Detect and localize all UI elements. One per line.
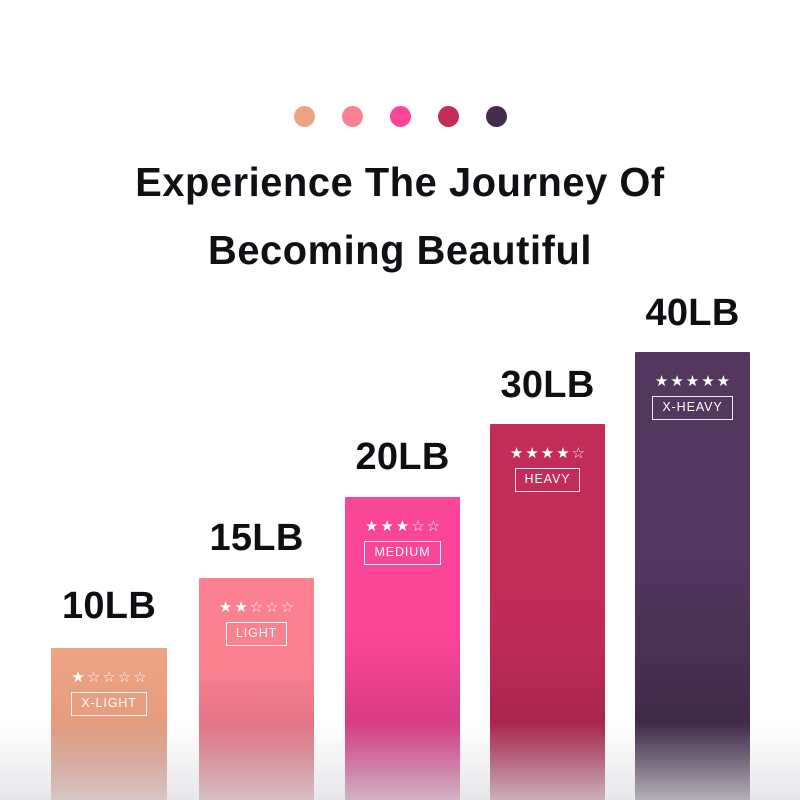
- star-filled-icon: ★: [218, 599, 233, 616]
- star-outline-icon: ☆: [249, 599, 264, 616]
- star-filled-icon: ★: [716, 373, 731, 390]
- star-filled-icon: ★: [71, 669, 85, 686]
- star-filled-icon: ★: [509, 445, 524, 462]
- star-rating-15lb: ★ ★ ☆ ☆ ☆: [219, 600, 294, 615]
- bar-body-30lb[interactable]: ★ ★ ★ ★ ☆ HEAVY: [490, 424, 605, 800]
- star-rating-20lb: ★ ★ ★ ☆ ☆: [365, 519, 440, 534]
- star-filled-icon: ★: [380, 518, 394, 535]
- bar-weight-label-20lb: 20LB: [355, 436, 450, 478]
- bar-bottom-shading: [635, 650, 750, 800]
- star-outline-icon: ☆: [102, 669, 116, 686]
- grade-badge-light: LIGHT: [225, 622, 288, 646]
- decorative-dot-4: [437, 106, 459, 127]
- star-outline-icon: ☆: [133, 669, 147, 686]
- bar-group-40lb[interactable]: ★ ★ ★ ★ ★ X-HEAVY 40LB: [635, 293, 750, 800]
- bar-weight-label-10lb: 10LB: [61, 585, 157, 627]
- star-filled-icon: ★: [670, 373, 684, 390]
- star-rating-10lb: ★ ☆ ☆ ☆ ☆: [71, 670, 146, 685]
- star-filled-icon: ★: [234, 599, 248, 616]
- star-outline-icon: ☆: [265, 599, 279, 616]
- page-title-line-1: Experience The Journey Of: [135, 159, 665, 205]
- star-filled-icon: ★: [701, 373, 715, 390]
- star-filled-icon: ★: [654, 373, 669, 390]
- star-filled-icon: ★: [540, 445, 555, 462]
- page-title: Experience The Journey Of Becoming Beaut…: [12, 148, 788, 284]
- bar-weight-label-15lb: 15LB: [209, 517, 304, 559]
- star-rating-40lb: ★ ★ ★ ★ ★: [655, 374, 730, 389]
- star-outline-icon: ☆: [426, 518, 441, 535]
- grade-badge-x-heavy: X-HEAVY: [652, 396, 733, 420]
- decorative-dot-3: [389, 106, 411, 127]
- grade-badge-heavy: HEAVY: [514, 468, 581, 492]
- grade-badge-x-light: X-LIGHT: [71, 692, 147, 716]
- bar-bottom-shading: [490, 650, 605, 800]
- grade-badge-medium: MEDIUM: [364, 541, 441, 565]
- bar-group-10lb[interactable]: ★ ☆ ☆ ☆ ☆ X-LIGHT 10LB: [51, 586, 167, 800]
- bar-weight-label-30lb: 30LB: [500, 364, 595, 406]
- bar-weight-label-40lb: 40LB: [645, 292, 740, 334]
- star-filled-icon: ★: [364, 518, 379, 535]
- bar-body-20lb[interactable]: ★ ★ ★ ☆ ☆ MEDIUM: [345, 497, 460, 800]
- bar-body-15lb[interactable]: ★ ★ ☆ ☆ ☆ LIGHT: [199, 578, 314, 800]
- bar-body-40lb[interactable]: ★ ★ ★ ★ ★ X-HEAVY: [635, 352, 750, 800]
- bar-group-20lb[interactable]: ★ ★ ★ ☆ ☆ MEDIUM 20LB: [345, 437, 460, 800]
- decorative-dot-1: [293, 106, 315, 127]
- star-filled-icon: ★: [685, 373, 700, 390]
- bar-content-30lb: ★ ★ ★ ★ ☆ HEAVY: [490, 446, 605, 492]
- bar-content-15lb: ★ ★ ☆ ☆ ☆ LIGHT: [199, 600, 314, 646]
- star-outline-icon: ☆: [86, 669, 101, 686]
- bar-body-10lb[interactable]: ★ ☆ ☆ ☆ ☆ X-LIGHT: [51, 648, 167, 800]
- decorative-dot-5: [485, 106, 507, 127]
- star-rating-30lb: ★ ★ ★ ★ ☆: [510, 446, 585, 461]
- star-outline-icon: ☆: [117, 669, 132, 686]
- bar-group-30lb[interactable]: ★ ★ ★ ★ ☆ HEAVY 30LB: [490, 365, 605, 800]
- star-outline-icon: ☆: [280, 599, 295, 616]
- star-outline-icon: ☆: [411, 518, 425, 535]
- bar-bottom-shading: [199, 650, 314, 800]
- page-title-line-2: Becoming Beautiful: [208, 227, 592, 273]
- star-filled-icon: ★: [525, 445, 539, 462]
- star-outline-icon: ☆: [571, 445, 586, 462]
- decorative-dot-2: [341, 106, 363, 127]
- bar-group-15lb[interactable]: ★ ★ ☆ ☆ ☆ LIGHT 15LB: [199, 518, 314, 800]
- bar-content-20lb: ★ ★ ★ ☆ ☆ MEDIUM: [345, 519, 460, 565]
- bar-content-40lb: ★ ★ ★ ★ ★ X-HEAVY: [635, 374, 750, 420]
- star-filled-icon: ★: [395, 518, 410, 535]
- bar-bottom-shading: [345, 650, 460, 800]
- bar-content-10lb: ★ ☆ ☆ ☆ ☆ X-LIGHT: [51, 670, 167, 716]
- decorative-dot-row: [0, 106, 800, 127]
- star-filled-icon: ★: [556, 445, 570, 462]
